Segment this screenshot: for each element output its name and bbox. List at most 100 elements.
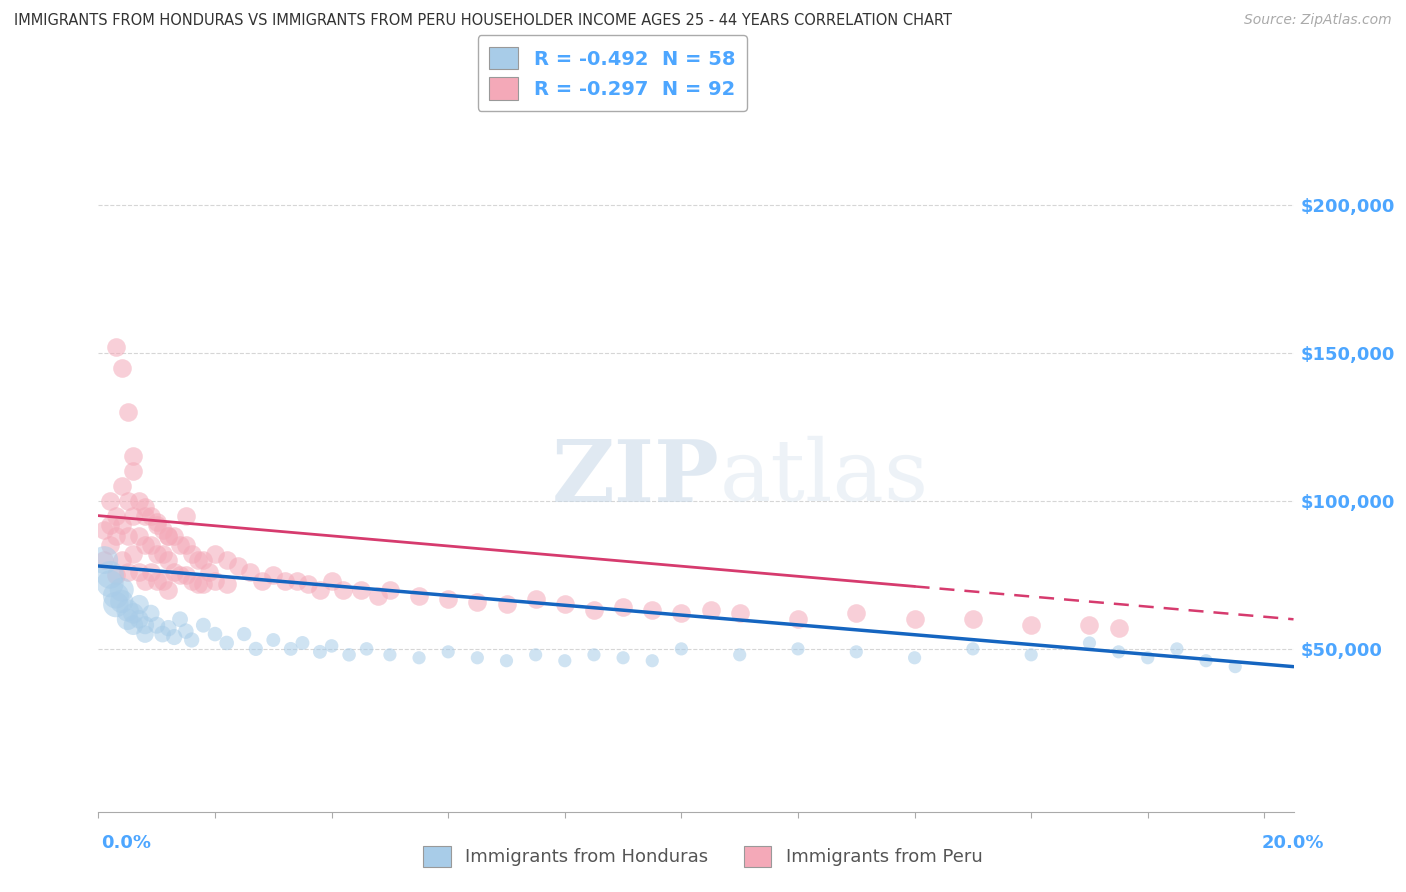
Point: [134, 538, 156, 552]
Point: [169, 612, 191, 626]
Point: [104, 567, 127, 582]
Point: [582, 648, 605, 662]
Point: [321, 574, 343, 588]
Point: [291, 636, 314, 650]
Point: [787, 641, 810, 656]
Point: [152, 574, 174, 588]
Point: [215, 576, 238, 591]
Point: [152, 524, 174, 538]
Point: [262, 567, 284, 582]
Point: [962, 612, 984, 626]
Point: [104, 340, 127, 354]
Point: [495, 598, 517, 612]
Text: ZIP: ZIP: [553, 436, 720, 520]
Point: [285, 574, 308, 588]
Text: Source: ZipAtlas.com: Source: ZipAtlas.com: [1244, 13, 1392, 28]
Point: [128, 612, 150, 626]
Point: [845, 645, 868, 659]
Point: [367, 589, 389, 603]
Point: [117, 405, 139, 419]
Point: [157, 582, 180, 597]
Point: [104, 589, 127, 603]
Point: [145, 618, 167, 632]
Point: [337, 648, 360, 662]
Point: [139, 607, 162, 621]
Point: [163, 529, 186, 543]
Point: [104, 598, 127, 612]
Point: [186, 576, 208, 591]
Point: [495, 654, 517, 668]
Point: [233, 627, 256, 641]
Point: [1078, 618, 1101, 632]
Point: [309, 582, 332, 597]
Point: [193, 618, 215, 632]
Point: [467, 650, 489, 665]
Point: [98, 576, 121, 591]
Point: [1108, 645, 1130, 659]
Point: [111, 582, 134, 597]
Point: [134, 627, 156, 641]
Point: [180, 574, 202, 588]
Point: [186, 553, 208, 567]
Point: [111, 553, 134, 567]
Point: [180, 547, 202, 561]
Point: [554, 654, 576, 668]
Point: [117, 493, 139, 508]
Point: [169, 538, 191, 552]
Legend: R = -0.492  N = 58, R = -0.297  N = 92: R = -0.492 N = 58, R = -0.297 N = 92: [478, 35, 747, 111]
Point: [845, 607, 868, 621]
Point: [98, 517, 121, 532]
Point: [332, 582, 354, 597]
Point: [1108, 621, 1130, 635]
Point: [128, 565, 150, 579]
Point: [297, 576, 319, 591]
Point: [174, 567, 197, 582]
Point: [554, 598, 576, 612]
Text: 20.0%: 20.0%: [1263, 834, 1324, 852]
Point: [111, 479, 134, 493]
Point: [903, 650, 925, 665]
Point: [174, 624, 197, 639]
Point: [582, 603, 605, 617]
Point: [104, 529, 127, 543]
Point: [139, 565, 162, 579]
Point: [193, 576, 215, 591]
Point: [280, 641, 302, 656]
Point: [1195, 654, 1218, 668]
Point: [93, 524, 115, 538]
Point: [180, 632, 202, 647]
Point: [128, 598, 150, 612]
Point: [1166, 641, 1188, 656]
Point: [215, 553, 238, 567]
Point: [157, 529, 180, 543]
Point: [93, 553, 115, 567]
Point: [1225, 659, 1247, 673]
Point: [104, 508, 127, 523]
Point: [134, 508, 156, 523]
Point: [193, 553, 215, 567]
Point: [122, 547, 145, 561]
Point: [117, 565, 139, 579]
Point: [408, 589, 430, 603]
Point: [903, 612, 925, 626]
Legend: Immigrants from Honduras, Immigrants from Peru: Immigrants from Honduras, Immigrants fro…: [416, 838, 990, 874]
Point: [163, 565, 186, 579]
Point: [134, 500, 156, 514]
Point: [378, 582, 401, 597]
Point: [408, 650, 430, 665]
Point: [111, 517, 134, 532]
Point: [1078, 636, 1101, 650]
Point: [1136, 650, 1159, 665]
Point: [1019, 618, 1042, 632]
Point: [111, 360, 134, 375]
Point: [250, 574, 273, 588]
Point: [145, 515, 167, 529]
Point: [204, 547, 226, 561]
Point: [524, 591, 547, 606]
Point: [93, 553, 115, 567]
Point: [671, 607, 693, 621]
Point: [309, 645, 332, 659]
Point: [262, 632, 284, 647]
Point: [437, 591, 460, 606]
Point: [152, 547, 174, 561]
